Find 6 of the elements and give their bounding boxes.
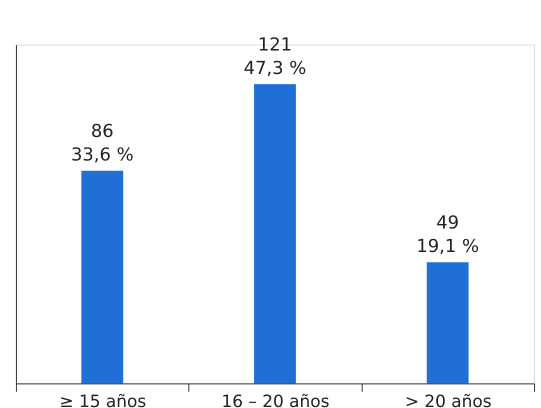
data-label: 49 19,1 %	[416, 212, 479, 258]
x-tick-label: > 20 años	[404, 390, 492, 408]
x-tick-label: 16 – 20 años	[222, 390, 330, 408]
data-label: 86 33,6 %	[70, 120, 134, 166]
x-tick-label: ≥ 15 años	[59, 390, 146, 408]
data-label: 121 47,3 %	[244, 34, 306, 80]
